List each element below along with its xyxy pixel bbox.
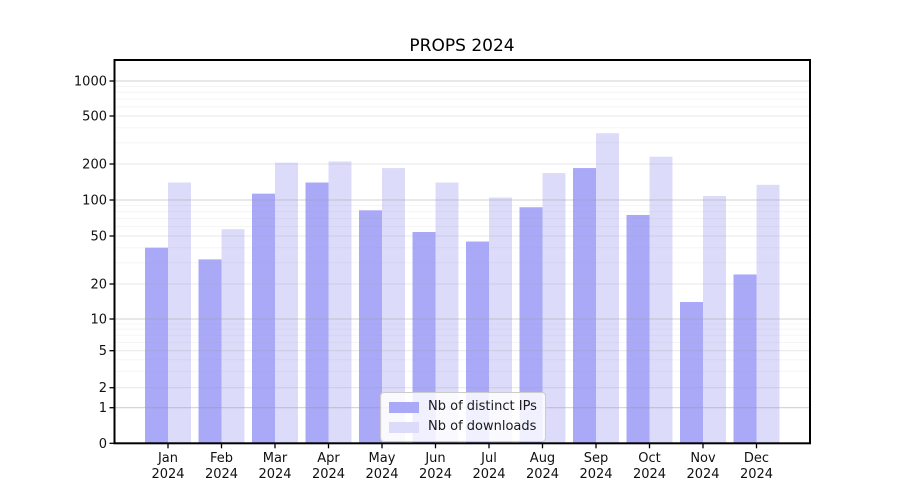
bar-distinct-ips-sep [573, 168, 596, 444]
plot-area: 01251020501002005001000Jan2024Feb2024Mar… [74, 59, 811, 482]
y-axis-tick-label-100: 100 [82, 194, 107, 209]
x-axis-year-label-mar: 2024 [258, 467, 291, 482]
x-axis-year-label-jun: 2024 [419, 467, 452, 482]
bar-downloads-jan [168, 182, 191, 444]
bar-downloads-jun [435, 182, 459, 444]
bar-downloads-sep [596, 133, 619, 444]
y-axis-tick-label-20: 20 [90, 278, 107, 293]
x-axis-month-label-jul: Jul [480, 451, 497, 466]
x-axis-month-label-sep: Sep [584, 451, 609, 466]
x-axis-year-label-oct: 2024 [633, 467, 666, 482]
chart-title: PROPS 2024 [409, 36, 514, 56]
x-axis-year-label-may: 2024 [365, 467, 398, 482]
legend-item-distinct-ips: Nb of distinct IPs [389, 399, 537, 414]
bar-downloads-feb [221, 229, 245, 444]
x-axis-month-label-oct: Oct [638, 451, 660, 466]
y-axis-tick-label-5: 5 [99, 344, 107, 359]
bar-distinct-ips-jan [145, 247, 168, 444]
x-axis-month-label-jun: Jun [424, 451, 445, 466]
x-axis-month-label-feb: Feb [210, 451, 233, 466]
bar-downloads-may [382, 168, 405, 444]
x-axis-month-label-jan: Jan [157, 451, 178, 466]
bar-downloads-apr [328, 161, 352, 444]
bar-distinct-ips-dec [733, 274, 757, 444]
axis-spine [113, 59, 811, 445]
x-axis-year-label-aug: 2024 [526, 467, 559, 482]
bar-downloads-aug [542, 173, 566, 444]
bar-distinct-ips-jun [412, 232, 436, 444]
y-axis-tick-label-10: 10 [90, 313, 107, 328]
bar-downloads-nov [703, 196, 726, 444]
y-axis-tick-label-50: 50 [90, 230, 107, 245]
x-axis-month-label-dec: Dec [744, 451, 769, 466]
legend-item-downloads: Nb of downloads [389, 419, 537, 434]
bar-downloads-mar [275, 162, 298, 444]
y-axis-tick-label-1000: 1000 [74, 75, 107, 90]
legend-swatch-downloads [389, 421, 419, 433]
x-axis-year-label-jul: 2024 [472, 467, 505, 482]
x-axis-month-label-aug: Aug [530, 451, 555, 466]
x-axis-month-label-may: May [369, 451, 396, 466]
bar-distinct-ips-mar [252, 193, 275, 444]
bar-distinct-ips-aug [519, 207, 543, 444]
y-axis-tick-label-1: 1 [99, 401, 107, 416]
x-axis-month-label-nov: Nov [690, 451, 716, 466]
bar-downloads-dec [756, 184, 780, 444]
legend-swatch-distinct-ips [389, 401, 419, 413]
bar-distinct-ips-feb [198, 259, 222, 444]
y-axis-tick-label-2: 2 [99, 381, 107, 396]
legend-label-distinct-ips: Nb of distinct IPs [428, 399, 537, 414]
legend-label-downloads: Nb of downloads [428, 419, 537, 434]
x-axis-year-label-jan: 2024 [151, 467, 184, 482]
x-axis-year-label-nov: 2024 [686, 467, 719, 482]
x-axis-year-label-dec: 2024 [740, 467, 773, 482]
bar-downloads-oct [649, 156, 673, 444]
legend: Nb of distinct IPs Nb of downloads [380, 392, 546, 442]
x-axis-year-label-sep: 2024 [579, 467, 612, 482]
bar-distinct-ips-may [359, 210, 382, 444]
x-axis-year-label-feb: 2024 [205, 467, 238, 482]
x-axis-month-label-mar: Mar [263, 451, 288, 466]
y-axis-tick-label-500: 500 [82, 110, 107, 125]
x-axis-month-label-apr: Apr [317, 451, 340, 466]
x-axis-year-label-apr: 2024 [312, 467, 345, 482]
y-axis-tick-label-200: 200 [82, 158, 107, 173]
bar-distinct-ips-nov [680, 302, 703, 444]
bar-distinct-ips-apr [305, 182, 329, 444]
y-axis-tick-label-0: 0 [99, 437, 107, 452]
bar-distinct-ips-oct [626, 214, 650, 444]
bar-downloads-jul [489, 197, 512, 444]
